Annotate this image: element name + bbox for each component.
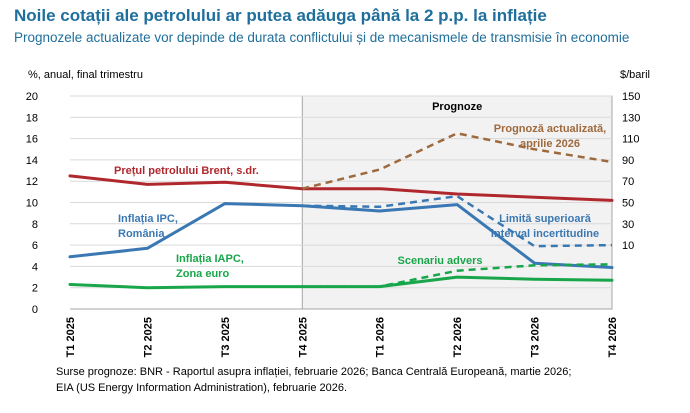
y-left-tick-label: 14 [26,155,38,167]
y-left-tick-label: 20 [26,91,38,103]
x-tick-label: T2 2025 [142,317,154,357]
y-right-tick-label: 150 [622,91,640,103]
sources-note: Surse prognoze: BNR - Raportul asupra in… [56,364,676,396]
y-right-tick-label: 130 [622,112,640,124]
series-label-iapc: Zona euro [176,268,229,280]
y-right-tick-label: 90 [622,155,634,167]
y-right-axis-title: $/baril [620,69,650,81]
y-left-tick-label: 2 [32,283,38,295]
x-tick-label: T4 2025 [297,317,309,357]
sources-line-2: EIA (US Energy Information Administratio… [56,382,348,394]
series-label-brent_updated: aprilie 2026 [520,138,580,150]
y-left-tick-label: 0 [32,304,38,316]
series-line-iapc_adverse [302,263,613,288]
y-left-tick-label: 10 [26,198,38,210]
chart-title: Noile cotații ale petrolului ar putea ad… [14,6,547,25]
series-label-ipc_upper: Limită superioară [499,213,592,225]
y-right-tick-label: 70 [622,176,634,188]
x-tick-label: T3 2025 [220,317,232,357]
series-label-iapc: Inflația IAPC, [176,253,244,265]
y-left-tick-label: 6 [32,240,38,252]
y-left-tick-label: 4 [32,261,38,273]
y-left-tick-label: 8 [32,219,38,231]
series-label-ipc_upper: interval incertitudine [491,228,599,240]
y-right-tick-label: 110 [622,134,640,146]
y-left-axis-title: %, anual, final trimestru [28,69,143,81]
series-label-ipc: România [118,228,165,240]
series-line-ipc [68,202,614,269]
x-tick-label: T4 2026 [607,317,619,357]
sources-line-1: Surse prognoze: BNR - Raportul asupra in… [56,366,572,378]
x-tick-label: T2 2026 [452,317,464,357]
series-line-brent_updated [301,132,613,190]
series-line-brent [68,174,614,202]
series-label-brent_updated: Prognoză actualizată, [494,123,606,135]
y-left-tick-label: 18 [26,112,38,124]
series-label-brent: Prețul petrolului Brent, s.dr. [114,165,259,177]
x-tick-label: T1 2025 [65,317,77,357]
series-line-ipc_upper [302,194,613,248]
y-left-tick-label: 16 [26,134,38,146]
chart-subtitle: Prognozele actualizate vor depinde de du… [14,30,630,45]
series-label-ipc: Inflația IPC, [118,213,178,225]
x-tick-label: T3 2026 [530,317,542,357]
y-left-tick-label: 12 [26,176,38,188]
y-right-tick-label: 30 [622,219,634,231]
series-label-iapc_adverse: Scenariu advers [398,255,483,267]
y-right-tick-label: 10 [622,240,634,252]
forecast-label: Prognoze [432,101,482,113]
x-tick-label: T1 2026 [375,317,387,357]
y-right-tick-label: 50 [622,198,634,210]
